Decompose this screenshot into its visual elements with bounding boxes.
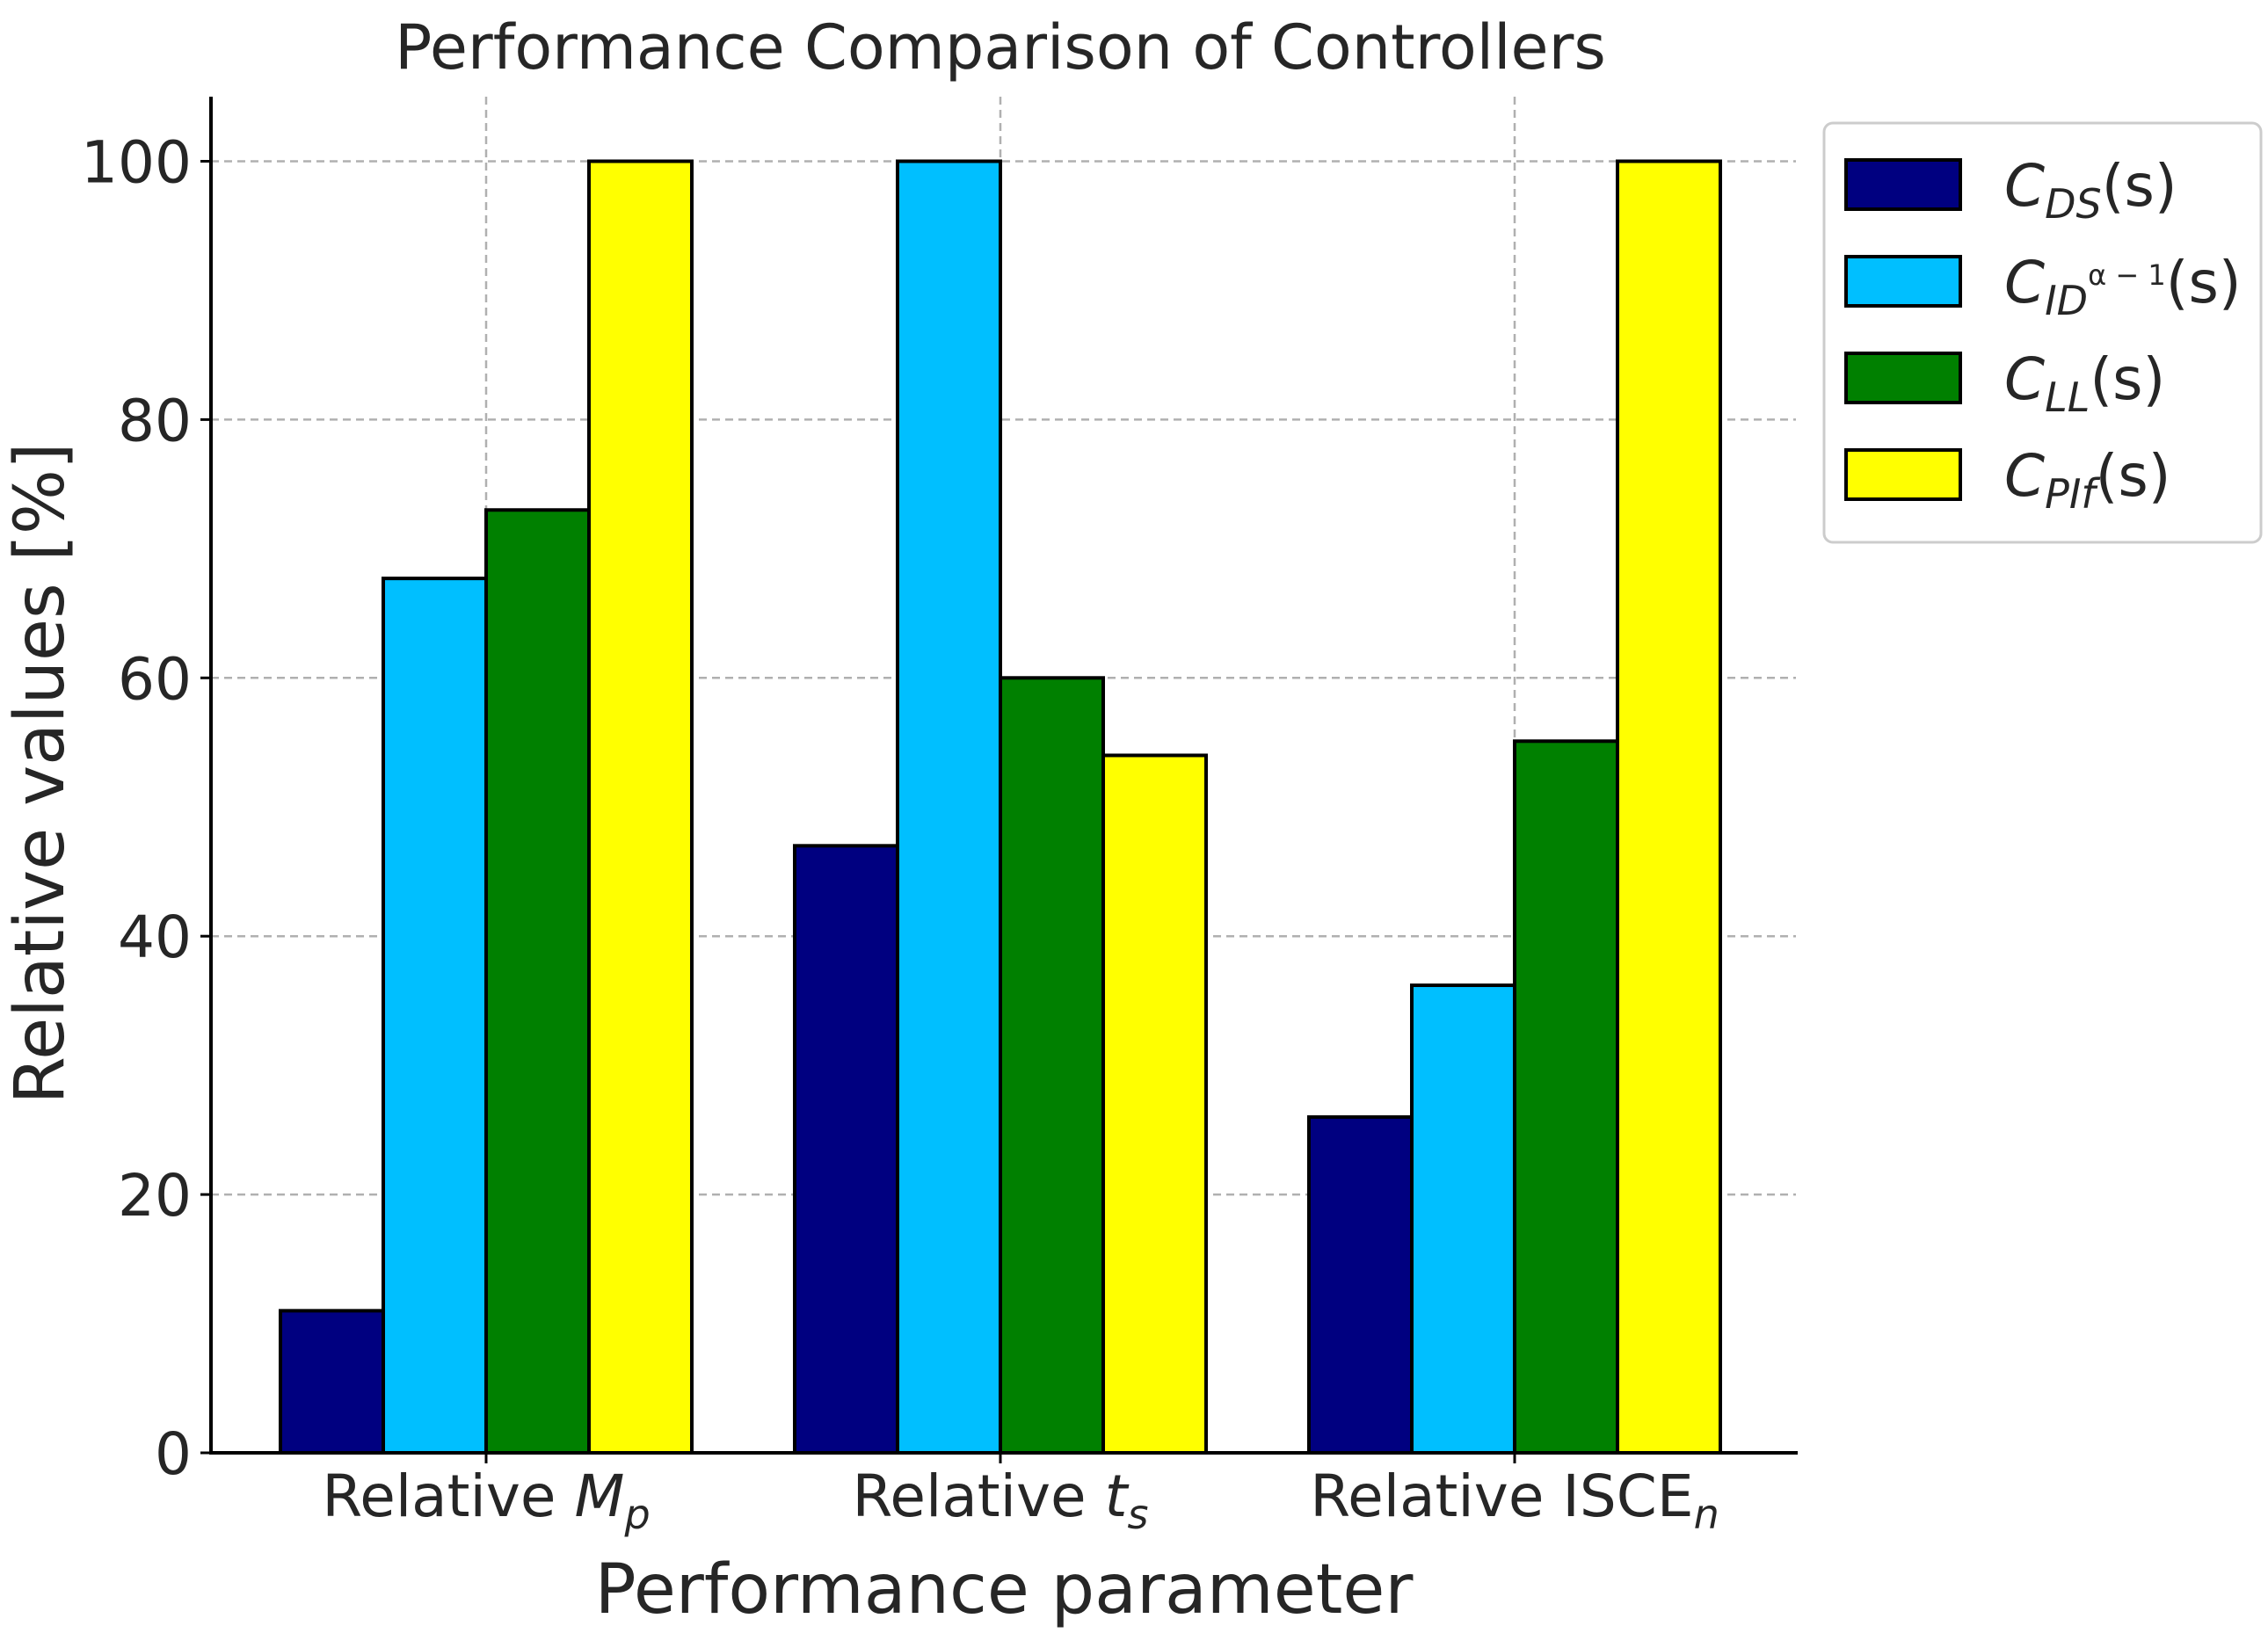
x-tick-label: Relative ISCEn (1310, 1462, 1719, 1538)
legend-label-main: C (2004, 249, 2045, 316)
bar-id-cat3 (1410, 983, 1516, 1455)
x-tick-subscript: s (1128, 1491, 1149, 1538)
legend-label-tail: (s) (2096, 442, 2171, 510)
y-tick-label: 60 (118, 645, 192, 713)
x-tick-label: Relative Mp (322, 1462, 650, 1538)
legend-label-pif: CPIf(s) (2004, 442, 2170, 518)
bars (279, 159, 1722, 1455)
y-tick-label: 20 (118, 1162, 192, 1230)
legend-swatch-id (1844, 255, 1962, 308)
legend-label-main: C (2004, 345, 2045, 413)
x-ticks: Relative Mp Relative ts Relative ISCEn (322, 1453, 1719, 1538)
bar-pif-cat3 (1616, 159, 1722, 1455)
legend-swatch-ds (1844, 158, 1962, 211)
axes (209, 97, 1798, 1455)
legend-label-sub: DS (2045, 180, 2102, 228)
legend-label-ds: CDS(s) (2004, 152, 2177, 228)
x-tick-prefix: Relative (322, 1462, 574, 1530)
y-tick-label: 100 (81, 128, 192, 196)
bar-ds-cat1 (279, 1309, 385, 1455)
legend-label-main: C (2004, 442, 2045, 510)
x-tick-subscript: p (623, 1491, 650, 1538)
x-tick-label: Relative ts (853, 1462, 1149, 1538)
legend-label-sub: PIf (2045, 470, 2100, 518)
x-tick-symbol: t (1105, 1462, 1130, 1530)
bar-ds-cat3 (1307, 1114, 1414, 1455)
bar-ll-cat2 (999, 676, 1105, 1455)
chart-title: Performance Comparison of Controllers (395, 11, 1606, 83)
x-tick-symbol: ISCE (1562, 1462, 1693, 1530)
y-ticks: 0 20 40 60 80 100 (81, 128, 211, 1488)
legend-swatch-ll (1844, 352, 1962, 404)
legend-label-tail: (s) (2102, 152, 2177, 220)
legend-swatch-pif (1844, 448, 1962, 501)
x-tick-symbol: M (574, 1462, 624, 1530)
legend: CDS(s)CIDα − 1(s)CLL(s)CPIf(s) (1822, 121, 2263, 544)
bar-ll-cat3 (1513, 739, 1619, 1455)
y-tick-label: 80 (118, 387, 192, 454)
legend-frame (1822, 121, 2263, 544)
bar-ll-cat1 (484, 508, 591, 1455)
y-tick-label: 0 (155, 1420, 192, 1488)
y-tick-label: 40 (118, 904, 192, 971)
bar-pif-cat2 (1101, 753, 1208, 1455)
legend-label-main: C (2004, 152, 2045, 220)
x-tick-prefix: Relative (853, 1462, 1105, 1530)
y-axis-label: Relative values [%] (1, 443, 80, 1105)
bar-id-cat1 (382, 577, 488, 1455)
bar-id-cat2 (896, 159, 1002, 1455)
bar-pif-cat1 (587, 159, 694, 1455)
legend-label-sub: LL (2045, 374, 2090, 421)
legend-label-ll: CLL(s) (2004, 345, 2165, 421)
x-tick-prefix: Relative (1310, 1462, 1562, 1530)
legend-label-tail: (s) (2166, 249, 2242, 316)
legend-label-id: CIDα − 1(s) (2004, 249, 2242, 324)
x-axis-label: Performance parameter (595, 1550, 1414, 1629)
legend-label-tail: (s) (2090, 345, 2165, 413)
legend-label-sub: ID (2045, 277, 2088, 324)
bar-ds-cat2 (793, 844, 899, 1455)
x-tick-subscript: n (1694, 1491, 1719, 1538)
legend-label-sup: α − 1 (2088, 258, 2166, 292)
